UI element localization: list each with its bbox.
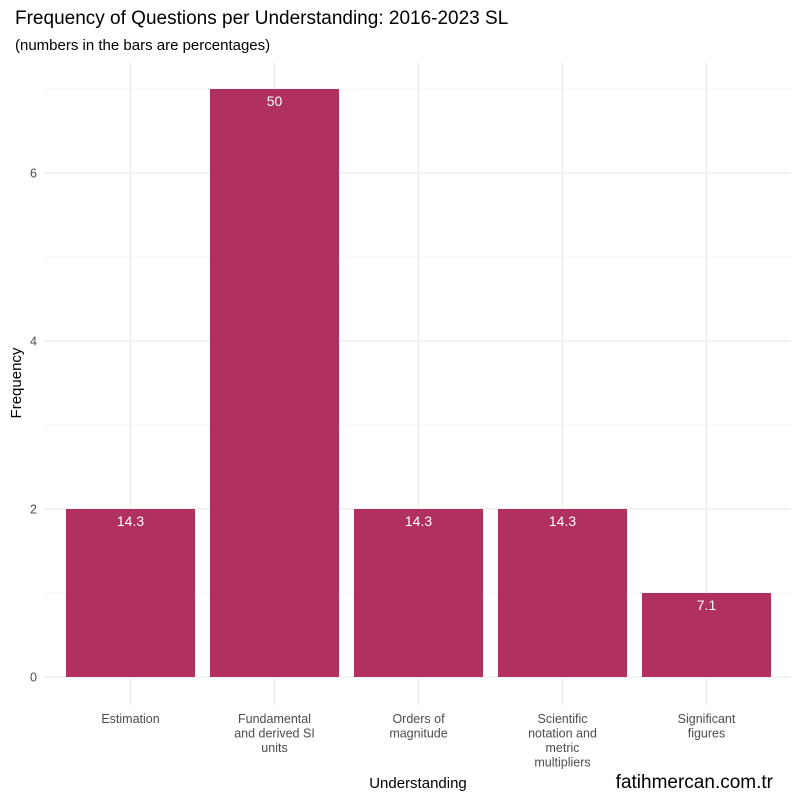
y-axis-title: Frequency xyxy=(8,347,25,418)
y-tick-label: 0 xyxy=(30,671,37,685)
bar-value-label: 14.3 xyxy=(117,513,144,529)
chart-title: Frequency of Questions per Understanding… xyxy=(15,8,508,29)
bar-value-label: 50 xyxy=(267,93,283,109)
bar xyxy=(642,593,771,677)
y-tick-label: 2 xyxy=(30,503,37,517)
bar xyxy=(210,89,339,677)
bar-value-label: 14.3 xyxy=(405,513,432,529)
x-tick-label: Estimation xyxy=(101,712,159,726)
y-axis-ticks: 0 2 4 6 xyxy=(30,167,37,685)
y-tick-label: 6 xyxy=(30,167,37,181)
bar xyxy=(498,509,627,677)
bar xyxy=(66,509,195,677)
bars xyxy=(66,89,771,677)
x-tick-label: Fundamental and derived SI units xyxy=(234,712,315,755)
x-tick-label: Orders of magnitude xyxy=(389,712,447,741)
x-axis-title: Understanding xyxy=(369,775,467,792)
bar-value-label: 14.3 xyxy=(549,513,576,529)
y-tick-label: 4 xyxy=(30,335,37,349)
x-tick-label: Significant figures xyxy=(678,712,736,741)
bar-value-label: 7.1 xyxy=(697,597,717,613)
chart-subtitle: (numbers in the bars are percentages) xyxy=(15,37,270,54)
x-axis-ticks: Estimation Fundamental and derived SI units… xyxy=(101,712,736,770)
x-tick-label: Scientific notation and metric multipliers xyxy=(528,712,597,770)
watermark: fatihmercan.com.tr xyxy=(616,772,774,793)
bar-labels: 14.3 50 14.3 14.3 7.1 xyxy=(117,93,717,613)
bar xyxy=(354,509,483,677)
